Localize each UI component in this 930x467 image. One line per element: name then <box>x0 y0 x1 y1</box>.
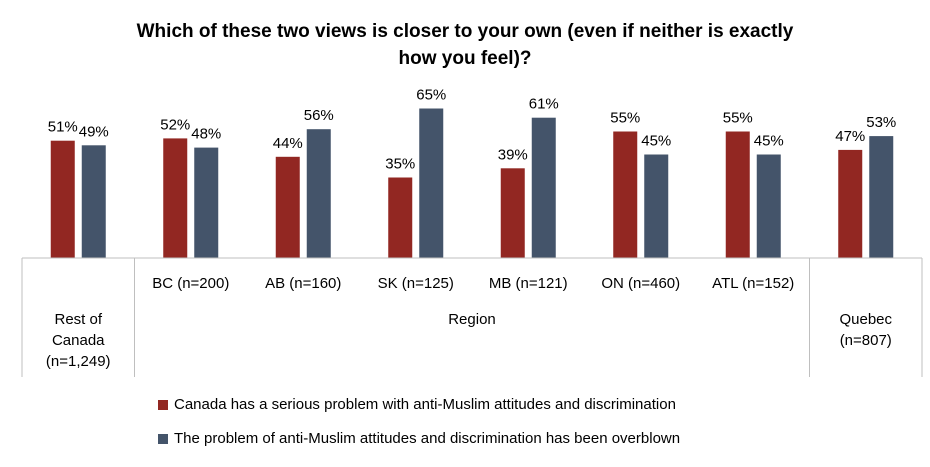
bar-serious-2 <box>275 156 300 258</box>
bar-overblown-4 <box>531 117 556 258</box>
data-label-serious-4: 39% <box>498 146 528 163</box>
category-label-0-line-0: Rest of <box>54 311 102 328</box>
bar-overblown-6 <box>756 154 781 258</box>
bar-overblown-2 <box>306 129 331 258</box>
data-label-serious-7: 47% <box>835 128 865 145</box>
category-label-2-line-0: AB (n=160) <box>265 275 341 292</box>
data-label-overblown-6: 45% <box>754 133 784 150</box>
data-label-overblown-4: 61% <box>529 96 559 113</box>
legend-item-overblown: The problem of anti-Muslim attitudes and… <box>158 430 680 448</box>
bar-overblown-3 <box>419 108 444 258</box>
data-label-overblown-1: 48% <box>191 126 221 143</box>
data-label-serious-3: 35% <box>385 156 415 173</box>
category-label-5-line-0: ON (n=460) <box>601 275 680 292</box>
bar-serious-5 <box>613 131 638 258</box>
category-label-0-line-1: Canada <box>52 332 105 349</box>
legend-swatch-serious-problem <box>158 400 168 410</box>
bar-overblown-5 <box>644 154 669 258</box>
data-label-serious-6: 55% <box>723 110 753 127</box>
group-label-region: Region <box>448 311 496 328</box>
category-axis: Rest of Canada (n=1,249) BC (n=200) AB (n=16… <box>21 257 923 377</box>
bar-serious-3 <box>388 177 413 258</box>
bar-serious-6 <box>725 131 750 258</box>
data-label-overblown-2: 56% <box>304 107 334 124</box>
category-label-6-line-0: ATL (n=152) <box>712 275 794 292</box>
legend-label-overblown: The problem of anti-Muslim attitudes and… <box>174 430 681 447</box>
bar-overblown-1 <box>194 147 219 258</box>
data-label-overblown-7: 53% <box>866 114 896 131</box>
bar-serious-7 <box>838 149 863 258</box>
bar-serious-1 <box>163 138 188 258</box>
category-label-4-line-0: MB (n=121) <box>489 275 568 292</box>
data-label-overblown-5: 45% <box>641 133 671 150</box>
legend-item-serious-problem: Canada has a serious problem with anti-M… <box>158 396 676 414</box>
chart-title-line-2: how you feel)? <box>399 48 532 69</box>
legend-swatch-overblown <box>158 434 168 444</box>
bar-serious-0 <box>50 140 75 258</box>
bar-overblown-7 <box>869 136 894 258</box>
bar-serious-4 <box>500 168 525 258</box>
category-label-7-line-1: (n=807) <box>840 332 892 349</box>
data-label-serious-1: 52% <box>160 116 190 133</box>
bars-layer: 51% 49% 52%48%44%56%35%65%39%61%55%45%55%4… <box>48 87 896 258</box>
category-label-3-line-0: SK (n=125) <box>378 275 454 292</box>
chart-title-line-1: Which of these two views is closer to yo… <box>137 21 794 42</box>
data-label-serious-5: 55% <box>610 110 640 127</box>
category-label-0-line-2: (n=1,249) <box>46 353 111 370</box>
legend-label-serious-problem: Canada has a serious problem with anti-M… <box>174 396 676 413</box>
category-label-1-line-0: BC (n=200) <box>152 275 229 292</box>
category-label-7-line-0: Quebec <box>839 311 892 328</box>
data-label-serious-0: 51% <box>48 119 78 136</box>
bar-overblown-0 <box>81 145 106 258</box>
data-label-overblown-0: 49% <box>79 123 109 140</box>
data-label-overblown-3: 65% <box>416 87 446 104</box>
data-label-serious-2: 44% <box>273 135 303 152</box>
